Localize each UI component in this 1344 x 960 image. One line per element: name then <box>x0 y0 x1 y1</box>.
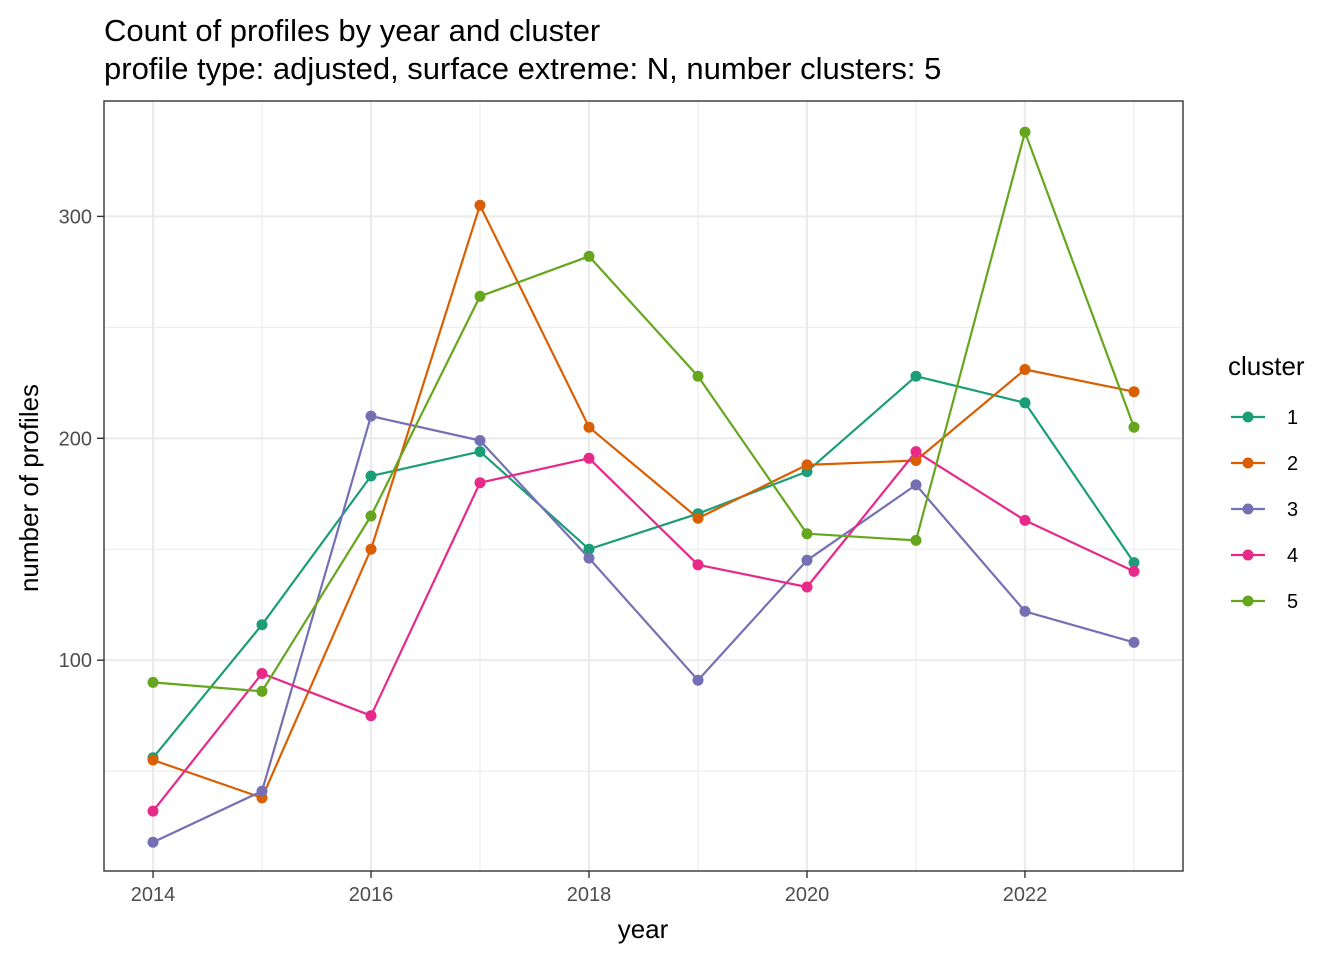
data-point-cluster-3 <box>692 674 704 686</box>
series-line-cluster-5 <box>152 131 1136 693</box>
x-tick-label: 2016 <box>349 884 394 906</box>
data-point-cluster-5 <box>910 534 922 546</box>
legend-key-point <box>1242 457 1254 469</box>
data-point-cluster-5 <box>801 528 813 540</box>
data-point-cluster-3 <box>474 435 486 446</box>
data-point-cluster-2 <box>801 459 813 471</box>
data-point-cluster-3 <box>801 554 813 566</box>
data-point-cluster-3 <box>1128 636 1140 648</box>
legend-label: 1 <box>1287 407 1298 429</box>
x-axis-title: year <box>618 914 669 944</box>
legend-item-cluster-1: 1 <box>1231 407 1298 429</box>
data-point-cluster-4 <box>910 446 922 458</box>
legend-key-point <box>1242 503 1254 515</box>
x-tick-label: 2022 <box>1003 884 1048 906</box>
data-point-cluster-2 <box>147 754 159 766</box>
series-line-cluster-2 <box>152 204 1135 799</box>
legend-key-point <box>1242 595 1254 607</box>
data-point-cluster-4 <box>147 805 159 817</box>
data-point-cluster-1 <box>1128 557 1140 569</box>
data-point-cluster-4 <box>256 668 268 679</box>
data-point-cluster-2 <box>365 543 377 555</box>
y-axis-title: number of profiles <box>14 384 44 592</box>
y-tick-label: 200 <box>59 428 92 450</box>
chart-subtitle: profile type: adjusted, surface extreme:… <box>104 51 941 86</box>
legend-item-cluster-5: 5 <box>1231 591 1298 613</box>
data-point-cluster-3 <box>256 785 268 797</box>
legend-label: 5 <box>1287 591 1298 613</box>
data-point-cluster-1 <box>474 446 486 458</box>
data-point-cluster-5 <box>256 685 268 697</box>
data-point-cluster-4 <box>1019 514 1031 526</box>
y-tick-label: 300 <box>59 206 92 228</box>
legend: cluster 1 2 3 4 5 <box>1228 351 1305 613</box>
data-point-cluster-4 <box>801 581 813 593</box>
plot-background <box>104 101 1183 871</box>
plot-border <box>103 100 1184 872</box>
series-group <box>147 126 1140 848</box>
data-point-cluster-1 <box>583 543 595 555</box>
data-point-cluster-5 <box>1019 126 1031 138</box>
series-line-cluster-4 <box>152 450 1135 812</box>
data-point-cluster-4 <box>1128 565 1140 577</box>
series-line-cluster-1 <box>152 375 1135 759</box>
y-axis: 100 200 300 <box>59 206 104 672</box>
data-point-cluster-5 <box>692 370 704 382</box>
data-point-cluster-5 <box>147 676 159 688</box>
data-point-cluster-3 <box>147 836 159 848</box>
x-axis: 2014 2016 2018 2020 2022 <box>131 871 1047 906</box>
legend-key-point <box>1242 549 1254 561</box>
data-point-cluster-3 <box>583 552 595 564</box>
legend-key-point <box>1242 411 1254 423</box>
data-point-cluster-5 <box>1128 421 1140 433</box>
chart-title: Count of profiles by year and cluster <box>104 13 600 48</box>
data-point-cluster-1 <box>365 470 377 482</box>
legend-title: cluster <box>1228 351 1305 381</box>
plot-panel <box>103 100 1184 872</box>
data-point-cluster-5 <box>583 250 595 262</box>
data-point-cluster-4 <box>365 710 377 722</box>
data-point-cluster-5 <box>474 290 486 302</box>
legend-label: 4 <box>1287 545 1298 567</box>
data-point-cluster-3 <box>365 410 377 422</box>
data-point-cluster-4 <box>692 559 704 571</box>
data-point-cluster-3 <box>910 479 922 491</box>
data-point-cluster-2 <box>910 455 922 466</box>
x-tick-label: 2014 <box>131 884 176 906</box>
data-point-cluster-2 <box>1128 386 1140 398</box>
data-point-cluster-1 <box>1019 397 1031 409</box>
legend-label: 2 <box>1287 453 1298 475</box>
legend-label: 3 <box>1287 499 1298 521</box>
data-point-cluster-4 <box>474 477 486 489</box>
data-point-cluster-1 <box>910 370 922 382</box>
data-point-cluster-2 <box>692 512 704 524</box>
data-point-cluster-2 <box>474 199 486 211</box>
legend-item-cluster-4: 4 <box>1231 545 1298 567</box>
data-point-cluster-5 <box>365 510 377 522</box>
legend-item-cluster-2: 2 <box>1231 453 1298 475</box>
data-point-cluster-3 <box>1019 605 1031 617</box>
legend-item-cluster-3: 3 <box>1231 499 1298 521</box>
data-point-cluster-2 <box>583 421 595 433</box>
y-tick-label: 100 <box>59 650 92 672</box>
data-point-cluster-2 <box>1019 364 1031 375</box>
x-tick-label: 2020 <box>785 884 830 906</box>
data-point-cluster-1 <box>256 619 268 631</box>
data-point-cluster-4 <box>583 452 595 464</box>
x-tick-label: 2018 <box>567 884 612 906</box>
